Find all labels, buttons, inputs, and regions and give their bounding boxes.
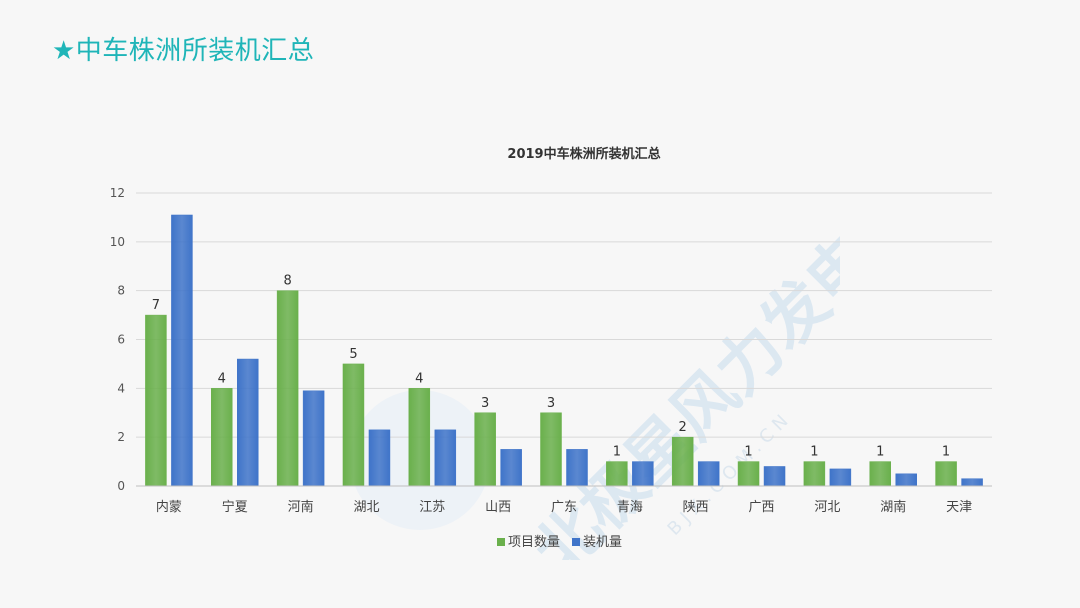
bar-project-count (803, 461, 826, 487)
x-tick-label: 广东 (551, 500, 577, 515)
x-tick-label: 湖南 (880, 499, 906, 515)
x-tick-label: 天津 (946, 500, 972, 515)
y-tick-label: 8 (117, 284, 125, 298)
slide-title: ★中车株洲所装机汇总 (52, 36, 315, 66)
bar-project-count (408, 388, 431, 487)
x-tick-label: 江苏 (419, 499, 445, 515)
y-tick-label: 6 (117, 333, 125, 347)
data-label: 4 (218, 371, 226, 386)
bar-project-count (671, 436, 694, 487)
data-label: 3 (481, 396, 489, 411)
bar-project-count (737, 461, 760, 487)
x-tick-label: 内蒙 (156, 499, 182, 515)
data-label: 1 (613, 445, 621, 460)
y-tick-label: 4 (117, 381, 125, 395)
legend-label: 装机量 (583, 535, 622, 550)
x-tick-label: 河南 (288, 499, 314, 515)
data-label: 8 (283, 274, 291, 289)
bar-project-count (474, 412, 496, 487)
bar-capacity (829, 468, 852, 487)
bar-capacity (566, 449, 588, 487)
bar-capacity (697, 461, 720, 487)
data-label: 1 (876, 445, 884, 460)
y-tick-label: 0 (117, 479, 125, 493)
data-label: 1 (942, 445, 950, 460)
bar-project-count (606, 461, 628, 487)
bar-capacity (961, 478, 983, 487)
bar-capacity (632, 461, 654, 487)
y-tick-label: 2 (117, 430, 125, 444)
y-tick-label: 12 (110, 186, 125, 200)
data-label: 3 (547, 396, 555, 411)
bar-project-count (211, 388, 233, 487)
data-label: 1 (744, 445, 752, 460)
x-tick-label: 青海 (617, 500, 643, 515)
bar-capacity (434, 429, 457, 487)
bar-capacity (237, 358, 259, 487)
x-tick-label: 湖北 (353, 500, 379, 515)
legend-label: 项目数量 (508, 535, 560, 550)
x-tick-label: 宁夏 (222, 499, 248, 515)
data-label: 2 (679, 420, 687, 435)
x-tick-label: 陕西 (683, 500, 709, 515)
data-label: 1 (810, 445, 818, 460)
x-tick-label: 河北 (814, 500, 840, 515)
x-tick-label: 山西 (485, 500, 511, 515)
legend-swatch (497, 538, 505, 546)
x-tick-label: 广西 (749, 500, 775, 515)
legend-swatch (572, 538, 580, 546)
data-label: 7 (152, 298, 160, 313)
bar-project-count (276, 290, 299, 487)
bar-capacity (895, 473, 917, 487)
bar-project-count (145, 314, 167, 487)
bar-capacity (368, 429, 391, 487)
bar-project-count (342, 363, 365, 487)
bar-project-count (540, 412, 562, 487)
chart-title: 2019中车株洲所装机汇总 (507, 146, 660, 162)
bar-capacity (500, 449, 522, 487)
bar-project-count (935, 461, 957, 487)
bar-capacity (763, 466, 786, 487)
bar-project-count (869, 461, 891, 487)
data-label: 5 (349, 347, 357, 362)
bar-capacity (302, 390, 325, 487)
data-label: 4 (415, 371, 423, 386)
y-tick-label: 10 (110, 235, 125, 249)
bar-capacity (171, 214, 193, 487)
